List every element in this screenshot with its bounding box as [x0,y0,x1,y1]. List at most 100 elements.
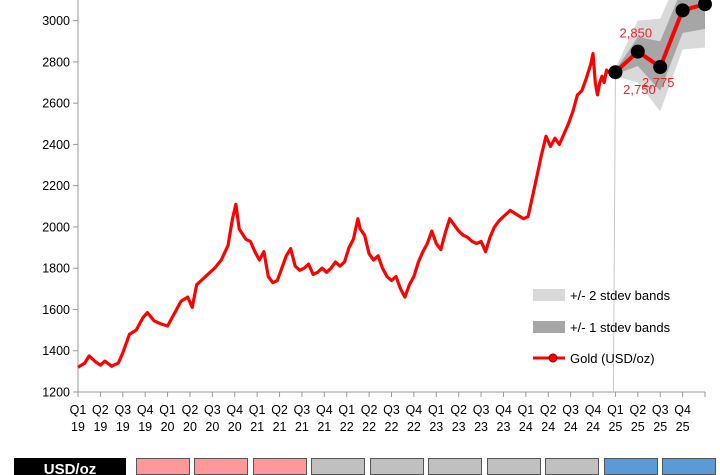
period-cell [662,458,716,475]
y-tick-label: 2600 [42,97,70,111]
x-tick-year: 23 [474,420,488,434]
x-tick-quarter: Q4 [674,403,691,417]
x-tick-year: 24 [564,420,578,434]
x-tick-quarter: Q3 [204,403,221,417]
x-tick-quarter: Q1 [607,403,624,417]
legend-label: +/- 1 stdev bands [570,320,671,335]
period-cell [428,458,482,475]
x-tick-quarter: Q1 [338,403,355,417]
x-tick-quarter: Q3 [652,403,669,417]
x-tick-year: 20 [205,420,219,434]
x-tick-quarter: Q2 [450,403,467,417]
x-tick-year: 20 [161,420,175,434]
x-tick-year: 23 [429,420,443,434]
x-tick-year: 19 [71,420,85,434]
x-tick-quarter: Q4 [406,403,423,417]
history-series [77,52,615,369]
x-tick-year: 25 [676,420,690,434]
forecast-point [698,0,712,12]
x-tick-year: 24 [541,420,555,434]
x-tick-quarter: Q3 [114,403,131,417]
x-tick-year: 19 [116,420,130,434]
y-tick-label: 2200 [42,179,70,193]
y-tick-label: 1800 [42,262,70,276]
x-tick-quarter: Q1 [249,403,266,417]
x-tick-year: 21 [295,420,309,434]
x-tick-year: 23 [497,420,511,434]
x-axis: Q1 19 Q2 19 Q3 19 Q4 19 Q1 20 Q2 20 Q3 20 Q4 20 Q1 21 Q2 21… [70,391,706,434]
x-tick-year: 22 [340,420,354,434]
x-tick-year: 22 [362,420,376,434]
x-tick-quarter: Q1 [428,403,445,417]
band-1-stdev [615,0,705,91]
x-tick-year: 24 [519,420,533,434]
history-line [77,52,615,369]
x-tick-year: 21 [250,420,264,434]
x-tick-year: 24 [586,420,600,434]
x-tick-year: 25 [653,420,667,434]
period-cell [194,458,248,475]
forecast-point [675,3,690,18]
gold-price-chart: 1200 1400 1600 1800 2000 2200 2400 2600 2800 3000… [42,0,712,434]
y-tick-label: 3000 [42,14,70,28]
x-tick-quarter: Q3 [383,403,400,417]
x-tick-quarter: Q4 [226,403,243,417]
legend-label: Gold (USD/oz) [570,351,655,366]
legend-swatch [533,289,565,301]
x-tick-quarter: Q2 [182,403,199,417]
x-tick-year: 19 [138,420,152,434]
x-tick-year: 19 [93,420,107,434]
forecast-label: 2,775 [642,75,675,90]
x-tick-quarter: Q2 [271,403,288,417]
stdev-bands [612,0,705,393]
x-tick-quarter: Q1 [70,403,87,417]
x-tick-year: 21 [273,420,287,434]
x-tick-year: 20 [183,420,197,434]
x-tick-year: 23 [452,420,466,434]
x-tick-year: 22 [385,420,399,434]
forecast-label: 2,750 [623,82,656,97]
x-tick-year: 25 [608,420,622,434]
x-tick-quarter: Q3 [562,403,579,417]
forecast-point [630,44,645,59]
y-tick-label: 2800 [42,55,70,69]
forecast-point [653,60,668,75]
x-tick-quarter: Q4 [495,403,512,417]
legend-marker [548,353,558,363]
x-tick-quarter: Q4 [137,403,154,417]
x-tick-quarter: Q3 [294,403,311,417]
legend-label: +/- 2 stdev bands [570,288,671,303]
x-tick-quarter: Q3 [473,403,490,417]
x-tick-quarter: Q2 [540,403,557,417]
y-tick-label: 2400 [42,138,70,152]
legend-swatch [533,321,565,333]
x-tick-year: 20 [228,420,242,434]
x-tick-year: 21 [317,420,331,434]
y-tick-label: 1600 [42,303,70,317]
bottom-strip: USD/oz [0,458,720,475]
y-tick-label: 1200 [42,386,70,400]
x-tick-quarter: Q1 [518,403,535,417]
period-cell [545,458,599,475]
y-axis: 1200 1400 1600 1800 2000 2200 2400 2600 2800 3000 [42,0,79,400]
forecast-label: 2,850 [620,26,653,41]
usd-oz-label: USD/oz [14,458,126,475]
x-tick-year: 22 [407,420,421,434]
x-tick-quarter: Q1 [159,403,176,417]
x-tick-quarter: Q2 [361,403,378,417]
y-tick-label: 1400 [42,344,70,358]
period-cell [487,458,541,475]
period-cell [370,458,424,475]
period-cell [311,458,365,475]
period-cell [253,458,307,475]
x-tick-quarter: Q2 [92,403,109,417]
y-tick-label: 2000 [42,220,70,234]
x-tick-year: 25 [631,420,645,434]
x-tick-quarter: Q2 [629,403,646,417]
x-tick-quarter: Q4 [585,403,602,417]
forecast-point [608,65,623,80]
forecast-guide-line [612,72,616,393]
period-cell [604,458,658,475]
x-tick-quarter: Q4 [316,403,333,417]
